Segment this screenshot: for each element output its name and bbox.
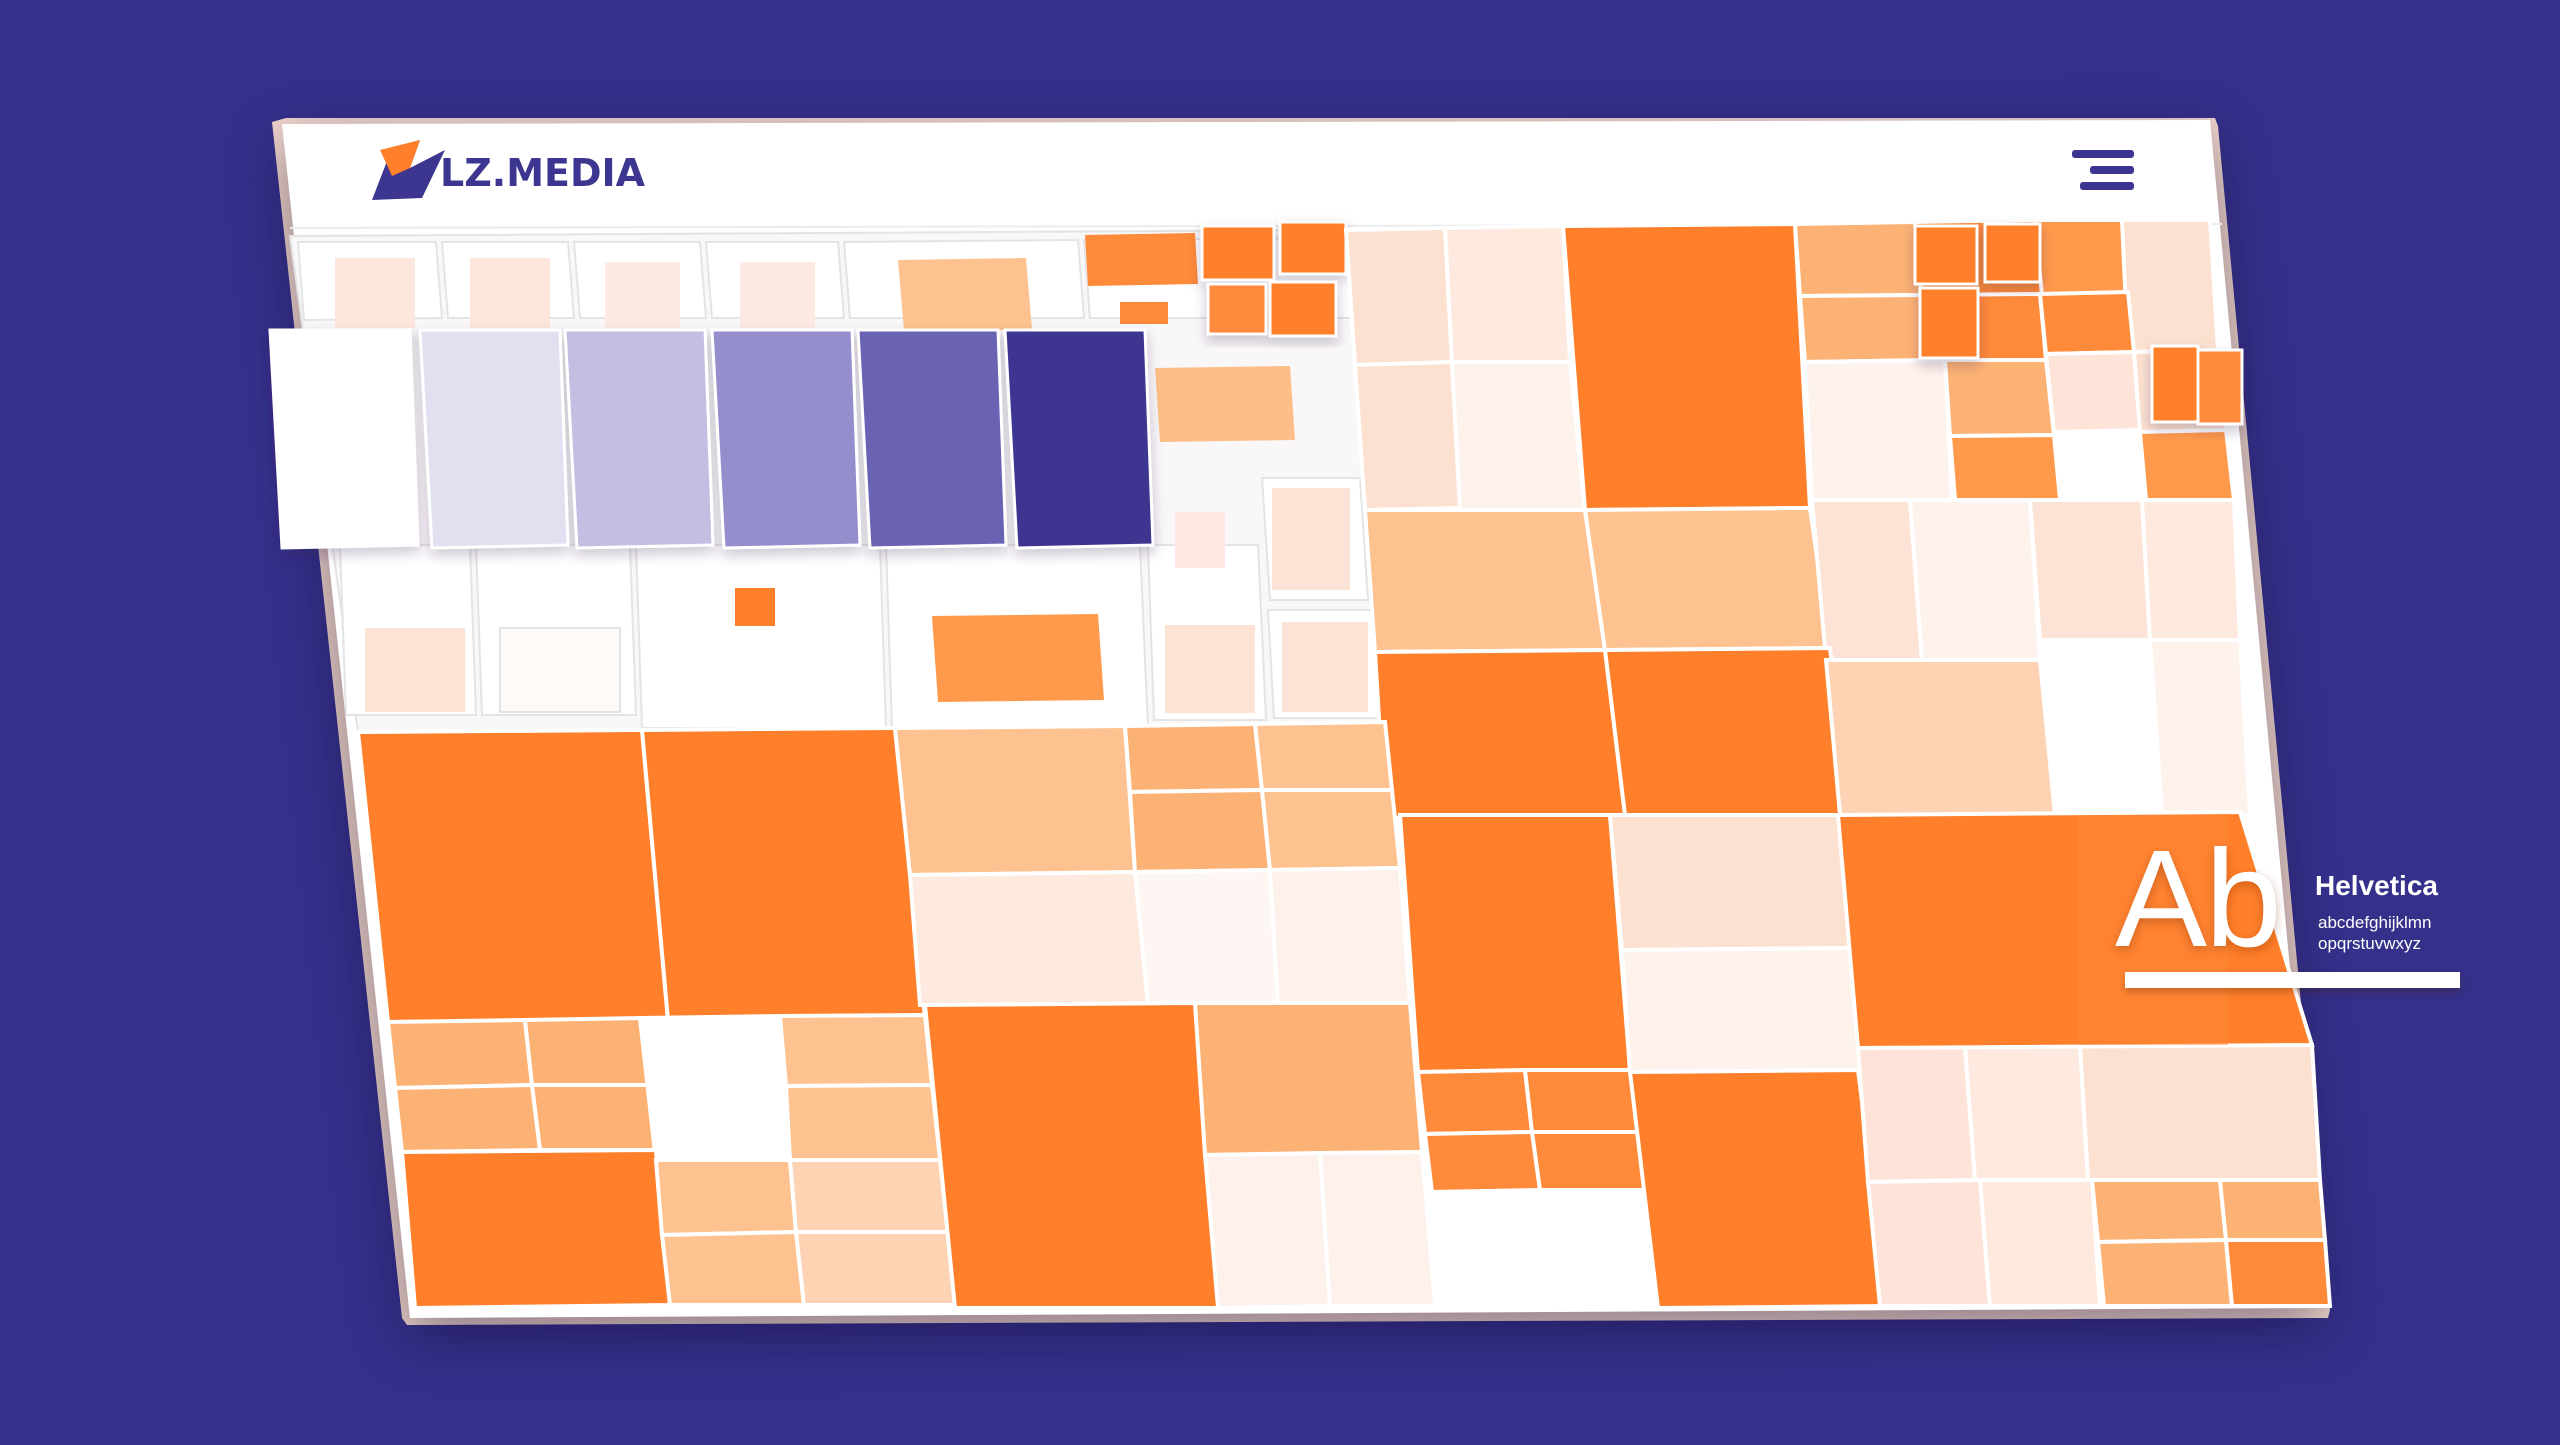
- brand-arrow-icon: [372, 140, 445, 200]
- font-sample-text: abcdefghijklmn opqrstuvwxyz: [2318, 912, 2468, 954]
- ui-panel-tiles: [335, 233, 1368, 713]
- font-glyph-sample: Ab: [2115, 822, 2282, 976]
- raised-cubes-right: [1913, 222, 2244, 426]
- font-sample-line-1: abcdefghijklmn: [2318, 913, 2432, 932]
- palette-swatch: [1003, 328, 1155, 550]
- raised-cubes-center: [1200, 220, 1348, 338]
- palette-swatch: [710, 328, 862, 550]
- palette-swatch: [856, 328, 1008, 550]
- font-underline-bar: [2125, 972, 2460, 988]
- typography-card: Ab Helvetica abcdefghijklmn opqrstuvwxyz: [2115, 830, 2460, 990]
- palette-swatch: [563, 328, 715, 550]
- logo-text[interactable]: LZ.MEDIA: [440, 151, 646, 195]
- treemap-upper-right: [1343, 217, 2253, 821]
- palette-swatch: [418, 328, 570, 550]
- palette-swatch: [268, 328, 420, 550]
- color-palette: [268, 328, 1155, 550]
- font-name: Helvetica: [2315, 870, 2438, 901]
- hamburger-menu-icon[interactable]: [2072, 150, 2134, 190]
- font-sample-line-2: opqrstuvwxyz: [2318, 934, 2421, 953]
- treemap-lower-left: [355, 719, 1438, 1311]
